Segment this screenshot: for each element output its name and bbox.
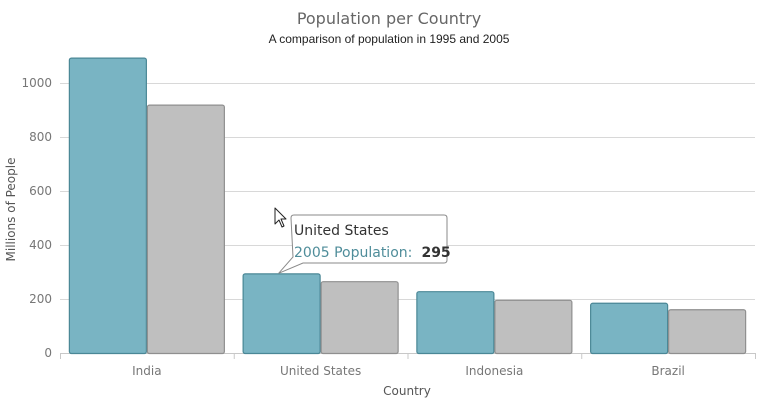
x-tick-label: Brazil xyxy=(651,364,685,378)
y-tick-label: 600 xyxy=(29,184,52,198)
bar-series-1-india[interactable] xyxy=(68,57,147,355)
tooltip-line: 2005 Population: 295 xyxy=(294,242,451,261)
bar-series-1-brazil[interactable] xyxy=(590,302,669,355)
tooltip: United States 2005 Population: 295 xyxy=(278,214,451,274)
bar-series-2-india[interactable] xyxy=(146,104,225,355)
bar-series-1-indonesia[interactable] xyxy=(416,291,495,355)
chart-title: Population per Country xyxy=(297,9,481,28)
y-axis-tick-labels: 0 200 400 600 800 1000 xyxy=(21,76,52,360)
y-tick-label: 1000 xyxy=(21,76,52,90)
y-axis-title: Millions of People xyxy=(4,158,18,262)
bar-series-2-united-states[interactable] xyxy=(320,281,399,355)
x-tick-label: Indonesia xyxy=(465,364,523,378)
tooltip-category: United States xyxy=(294,223,389,239)
bar-series-2-brazil[interactable] xyxy=(668,309,747,355)
chart-subtitle: A comparison of population in 1995 and 2… xyxy=(269,32,510,46)
x-tick-label: United States xyxy=(280,364,361,378)
bar-series-1-united-states[interactable] xyxy=(242,273,321,355)
bar-series-2-indonesia[interactable] xyxy=(494,299,573,355)
tooltip-value: 295 xyxy=(421,245,450,261)
y-tick-label: 400 xyxy=(29,238,52,252)
tooltip-series-label: 2005 Population: xyxy=(294,245,412,261)
x-axis-title: Country xyxy=(383,384,431,398)
y-tick-label: 200 xyxy=(29,292,52,306)
tooltip-box xyxy=(278,214,448,274)
x-axis-tick-labels: India United States Indonesia Brazil xyxy=(132,364,685,378)
x-tick-label: India xyxy=(132,364,161,378)
mouse-cursor-icon xyxy=(274,207,287,228)
y-tick-label: 0 xyxy=(44,346,52,360)
bars xyxy=(68,57,747,355)
y-tick-label: 800 xyxy=(29,130,52,144)
